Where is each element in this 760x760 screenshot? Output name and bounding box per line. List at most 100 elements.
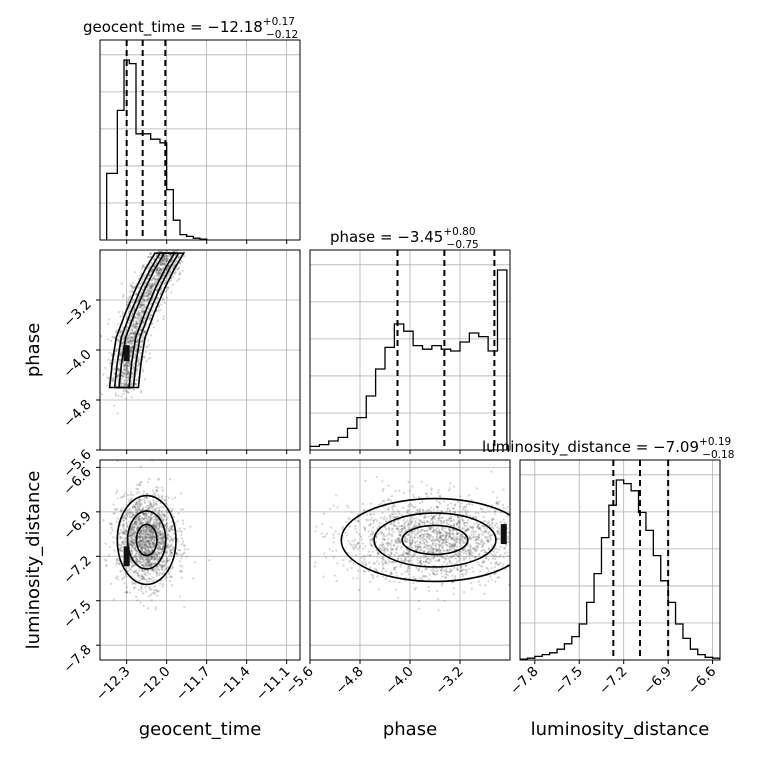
sample-point — [130, 549, 133, 553]
sample-point — [448, 532, 451, 535]
sample-point — [473, 522, 476, 525]
sample-point — [446, 538, 450, 541]
sample-point — [145, 496, 148, 499]
sample-point — [463, 536, 466, 539]
sample-point — [124, 329, 127, 332]
sample-point — [445, 555, 449, 558]
sample-point — [136, 511, 139, 514]
sample-point — [513, 522, 515, 524]
sample-point — [114, 350, 118, 353]
sample-point — [444, 576, 447, 579]
sample-point — [158, 540, 161, 543]
sample-point — [465, 568, 468, 571]
sample-point — [439, 550, 442, 553]
sample-point — [169, 270, 172, 273]
sample-point — [167, 534, 170, 537]
sample-point — [123, 515, 126, 518]
sample-point — [155, 517, 159, 520]
sample-point — [468, 537, 471, 540]
sample-point — [334, 530, 337, 533]
histogram-geocent_time — [106, 59, 208, 240]
sample-point — [468, 551, 472, 555]
sample-point — [144, 547, 147, 550]
sample-point — [181, 565, 184, 568]
sample-point — [150, 549, 153, 552]
sample-point — [164, 244, 166, 246]
sample-point — [173, 515, 176, 519]
sample-point — [185, 555, 188, 558]
sample-point — [136, 311, 139, 315]
sample-point — [137, 297, 141, 300]
sample-point — [142, 263, 145, 266]
sample-point — [138, 536, 141, 539]
sample-point — [163, 256, 167, 259]
sample-point — [164, 247, 166, 249]
sample-point — [453, 510, 456, 513]
sample-point — [151, 576, 155, 579]
sample-point — [141, 578, 144, 581]
sample-point — [158, 547, 161, 550]
sample-point — [438, 551, 441, 554]
sample-point — [147, 521, 150, 524]
sample-point — [141, 539, 144, 542]
sample-point — [142, 560, 145, 563]
sample-point — [160, 510, 164, 513]
sample-point — [378, 588, 381, 591]
sample-point — [506, 540, 509, 544]
sample-point — [451, 529, 455, 532]
sample-point — [168, 546, 172, 549]
sample-point — [148, 274, 151, 277]
sample-point — [411, 485, 414, 488]
sample-point — [135, 595, 138, 599]
sample-point — [180, 557, 183, 560]
sample-point — [130, 549, 133, 552]
sample-point — [453, 548, 456, 551]
sample-point — [438, 544, 442, 547]
sample-point — [116, 578, 120, 581]
sample-point — [165, 559, 169, 562]
sample-point — [141, 304, 144, 307]
sample-point — [129, 526, 133, 529]
sample-point — [447, 536, 451, 539]
sample-point — [165, 521, 169, 525]
sample-point — [127, 537, 131, 541]
sample-point — [138, 311, 141, 314]
sample-point — [171, 250, 175, 253]
sample-point — [381, 562, 385, 565]
sample-point — [130, 539, 133, 542]
sample-point — [401, 545, 404, 548]
sample-point — [136, 518, 139, 521]
sample-point — [398, 534, 401, 537]
sample-point — [144, 300, 147, 303]
sample-point — [128, 532, 131, 535]
sample-point — [432, 551, 435, 554]
sample-point — [134, 531, 138, 534]
sample-point — [169, 549, 172, 552]
sample-point — [157, 477, 160, 480]
sample-point — [437, 559, 440, 562]
sample-point — [474, 511, 477, 514]
y-tick-label-luminosity_distance-2: −7.2 — [60, 553, 94, 587]
sample-point — [155, 520, 158, 523]
sample-point — [150, 286, 153, 290]
sample-point — [151, 536, 154, 540]
sample-point — [118, 359, 121, 362]
sample-point — [395, 525, 398, 528]
sample-point — [148, 536, 152, 539]
sample-point — [486, 538, 489, 541]
sample-point — [149, 555, 152, 558]
sample-point — [151, 553, 154, 556]
sample-point — [392, 523, 396, 526]
sample-point — [138, 517, 141, 521]
sample-point — [153, 280, 156, 284]
sample-point — [134, 526, 137, 529]
sample-point — [147, 580, 151, 583]
sample-point — [141, 310, 144, 313]
sample-point — [135, 560, 139, 563]
sample-point — [156, 555, 159, 558]
sample-point — [155, 527, 158, 530]
sample-point — [502, 556, 505, 559]
sample-point — [504, 568, 507, 571]
sample-point — [159, 533, 162, 537]
contours-luminosity_distance_vs_geocent_time — [116, 494, 177, 586]
